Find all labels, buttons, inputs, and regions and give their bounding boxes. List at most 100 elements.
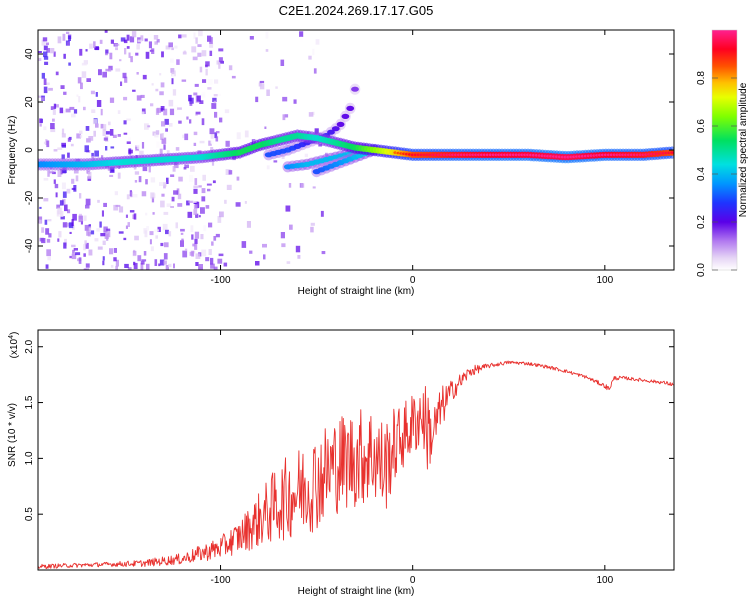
heatmap-noise-cell bbox=[163, 242, 169, 248]
heatmap-noise-cell bbox=[190, 225, 194, 233]
heatmap-noise-cell bbox=[178, 176, 183, 182]
heatmap-noise-cell bbox=[103, 124, 107, 131]
heatmap-noise-cell bbox=[55, 71, 59, 76]
heatmap-noise-cell bbox=[125, 225, 128, 229]
heatmap-noise-cell bbox=[59, 210, 64, 217]
heatmap-noise-cell bbox=[168, 99, 174, 107]
heatmap-noise-cell bbox=[160, 133, 163, 140]
heatmap-branch-0-cell bbox=[341, 113, 350, 119]
heatmap-noise-cell bbox=[211, 139, 214, 145]
heatmap-noise-cell bbox=[210, 132, 214, 139]
heatmap-noise-cell bbox=[115, 204, 121, 207]
heatmap-noise-cell bbox=[46, 48, 50, 53]
heatmap-noise-cell bbox=[198, 215, 201, 218]
heatmap-noise-cell bbox=[59, 107, 64, 114]
heatmap-noise-cell bbox=[108, 65, 113, 71]
heatmap-noise-cell bbox=[265, 49, 269, 52]
heatmap-noise-cell bbox=[108, 68, 112, 72]
heatmap-noise-cell bbox=[97, 199, 100, 203]
heatmap-noise-cell bbox=[187, 211, 193, 218]
heatmap-noise-cell bbox=[161, 193, 165, 197]
heatmap-noise-cell bbox=[218, 57, 223, 63]
heatmap-noise-cell bbox=[109, 52, 113, 60]
heatmap-noise-cell bbox=[48, 233, 52, 238]
heatmap-noise-cell bbox=[189, 103, 193, 106]
heatmap-noise-cell bbox=[87, 171, 92, 179]
heatmap-noise-cell bbox=[182, 134, 185, 139]
heatmap-noise-cell bbox=[83, 253, 86, 257]
heatmap-noise-cell bbox=[120, 37, 126, 42]
heatmap-ytick-label: -20 bbox=[24, 190, 35, 205]
heatmap-noise-cell bbox=[62, 191, 67, 198]
heatmap-noise-cell bbox=[288, 183, 292, 188]
heatmap-noise-cell bbox=[213, 236, 217, 241]
heatmap-noise-cell bbox=[71, 253, 77, 260]
heatmap-noise-cell bbox=[191, 250, 195, 257]
heatmap-noise-cell bbox=[195, 253, 201, 259]
heatmap-noise-cell bbox=[115, 265, 118, 270]
heatmap-noise-cell bbox=[85, 204, 90, 209]
snr-background bbox=[38, 330, 674, 570]
heatmap-noise-cell bbox=[103, 202, 107, 207]
snr-xlabel: Height of straight line (km) bbox=[298, 586, 415, 597]
heatmap-noise-cell bbox=[84, 224, 90, 231]
heatmap-noise-cell bbox=[102, 240, 106, 245]
heatmap-noise-cell bbox=[200, 207, 205, 214]
heatmap-noise-cell bbox=[127, 267, 132, 270]
heatmap-noise-cell bbox=[259, 80, 265, 84]
heatmap-noise-cell bbox=[194, 238, 198, 244]
heatmap-branch-0-cell bbox=[336, 121, 345, 127]
heatmap-noise-cell bbox=[94, 150, 99, 157]
snr-ylabel: SNR (10 * v/v) bbox=[7, 403, 18, 467]
heatmap-noise-cell bbox=[315, 39, 320, 45]
heatmap-noise-cell bbox=[90, 90, 95, 95]
heatmap-noise-cell bbox=[78, 215, 84, 223]
heatmap-noise-cell bbox=[159, 91, 164, 96]
heatmap-noise-cell bbox=[156, 107, 162, 113]
heatmap-noise-cell bbox=[160, 242, 164, 247]
heatmap-noise-cell bbox=[210, 257, 214, 265]
heatmap-noise-cell bbox=[225, 140, 230, 147]
heatmap-noise-cell bbox=[217, 216, 222, 223]
heatmap-noise-cell bbox=[66, 31, 70, 34]
heatmap-noise-cell bbox=[106, 228, 111, 231]
heatmap-noise-cell bbox=[177, 203, 183, 207]
heatmap-xtick-label: 0 bbox=[410, 275, 416, 286]
heatmap-noise-cell bbox=[38, 95, 43, 98]
heatmap-noise-cell bbox=[100, 233, 106, 237]
heatmap-noise-cell bbox=[207, 87, 212, 90]
heatmap-noise-cell bbox=[318, 144, 322, 147]
heatmap-noise-cell bbox=[142, 74, 147, 80]
heatmap-noise-cell bbox=[174, 163, 179, 169]
heatmap-noise-cell bbox=[154, 133, 159, 138]
heatmap-noise-cell bbox=[72, 249, 75, 254]
heatmap-noise-cell bbox=[53, 51, 56, 57]
heatmap-noise-cell bbox=[183, 167, 187, 170]
heatmap-noise-cell bbox=[105, 146, 108, 151]
heatmap-noise-cell bbox=[209, 37, 213, 44]
heatmap-noise-cell bbox=[183, 50, 186, 53]
heatmap-noise-cell bbox=[173, 263, 175, 269]
colorbar-tick-label: 0.2 bbox=[696, 215, 707, 229]
heatmap-noise-cell bbox=[181, 79, 187, 82]
heatmap-noise-cell bbox=[58, 231, 62, 238]
heatmap-noise-cell bbox=[320, 210, 324, 217]
heatmap-noise-cell bbox=[83, 244, 86, 251]
heatmap-noise-cell bbox=[178, 34, 182, 39]
heatmap-noise-cell bbox=[54, 104, 59, 108]
heatmap-noise-cell bbox=[180, 228, 185, 232]
heatmap-noise-cell bbox=[132, 255, 137, 259]
heatmap-noise-cell bbox=[168, 263, 172, 268]
heatmap-noise-cell bbox=[54, 183, 59, 189]
heatmap-noise-cell bbox=[194, 83, 199, 87]
heatmap-noise-cell bbox=[218, 48, 224, 52]
heatmap-noise-cell bbox=[132, 250, 137, 257]
heatmap-noise-cell bbox=[175, 147, 180, 151]
heatmap-noise-cell bbox=[155, 88, 159, 92]
heatmap-noise-cell bbox=[43, 198, 49, 202]
heatmap-noise-cell bbox=[184, 133, 189, 141]
heatmap-noise-cell bbox=[321, 251, 326, 255]
heatmap-noise-cell bbox=[68, 35, 71, 41]
heatmap-noise-cell bbox=[137, 39, 143, 43]
heatmap-noise-cell bbox=[84, 268, 90, 270]
